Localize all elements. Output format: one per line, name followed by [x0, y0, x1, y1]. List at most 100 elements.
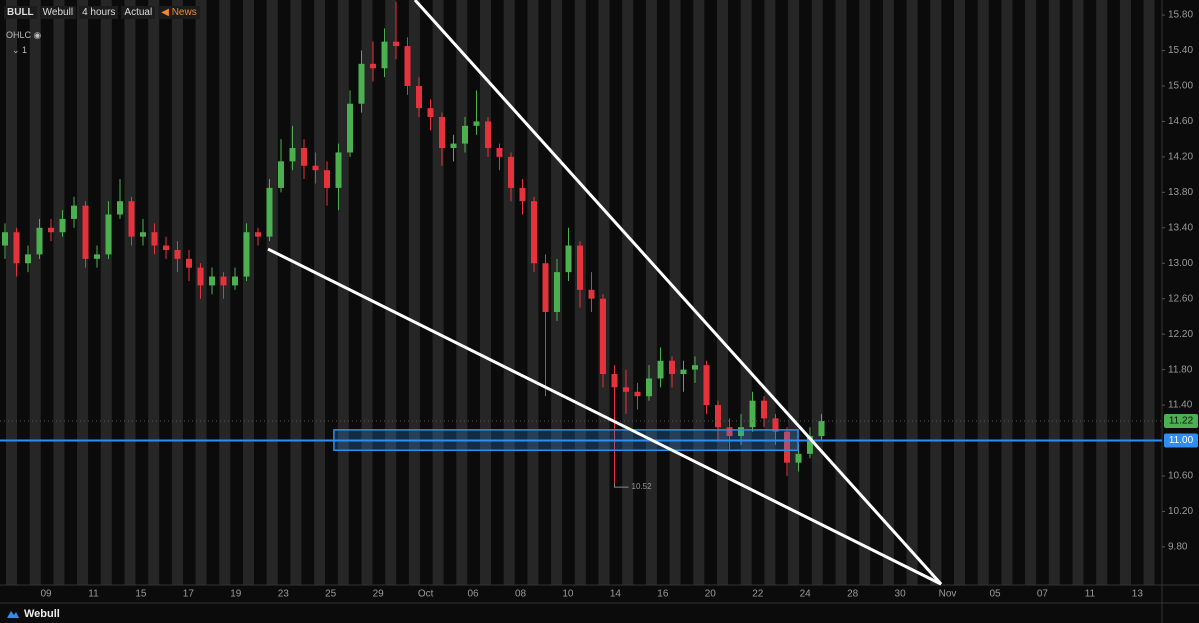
session-stripe: [859, 0, 871, 585]
candle-body: [715, 405, 721, 428]
session-stripe: [1048, 0, 1060, 585]
x-tick-label: 25: [325, 589, 337, 600]
candle-body: [94, 254, 100, 259]
candle-body: [197, 267, 204, 286]
session-stripe: [740, 0, 752, 585]
candle-body: [393, 41, 399, 47]
candle-body: [25, 254, 31, 264]
session-stripe: [1143, 0, 1155, 585]
y-tick-label: 10.20: [1168, 506, 1193, 517]
candle-body: [554, 272, 560, 312]
candle-body: [105, 214, 112, 255]
candle-body: [485, 121, 491, 149]
session-stripe: [669, 0, 681, 585]
session-stripe: [385, 0, 397, 585]
session-stripe: [906, 0, 918, 585]
candle-body: [312, 165, 319, 171]
candle-body: [71, 205, 77, 219]
candle-body: [370, 63, 376, 69]
candle-body: [427, 108, 434, 117]
candle-body: [140, 232, 146, 237]
candle-body: [577, 245, 583, 290]
candle-body: [335, 152, 342, 188]
candle-body: [13, 232, 20, 264]
session-stripe: [503, 0, 515, 585]
candle-body: [508, 156, 514, 188]
candle-body: [519, 187, 526, 202]
session-stripe: [124, 0, 136, 585]
y-tick-label: 13.80: [1168, 187, 1193, 198]
x-tick-label: Oct: [418, 589, 434, 600]
session-stripe: [788, 0, 800, 585]
candle-body: [220, 276, 227, 286]
session-stripe: [811, 0, 823, 585]
candle-body: [795, 453, 802, 463]
y-tick-label: 13.40: [1168, 222, 1193, 233]
x-tick-label: 09: [40, 589, 52, 600]
x-tick-label: 10: [562, 589, 574, 600]
y-tick-label: 14.60: [1168, 116, 1193, 127]
candle-body: [59, 218, 66, 233]
x-tick-label: 24: [800, 589, 812, 600]
y-tick-label: 11.40: [1168, 400, 1193, 411]
candle-body: [404, 46, 411, 86]
candle-body: [82, 205, 89, 259]
session-stripe: [290, 0, 302, 585]
x-tick-label: 06: [467, 589, 479, 600]
session-stripe: [480, 0, 491, 585]
session-stripe: [1119, 0, 1131, 585]
x-tick-label: 11: [88, 589, 99, 600]
candle-body: [473, 121, 480, 126]
collapse[interactable]: ⌄ 1: [12, 45, 28, 55]
candle-body: [611, 374, 618, 388]
x-tick-label: Nov: [939, 589, 957, 600]
candle-body: [703, 365, 710, 406]
candle-body: [692, 365, 698, 370]
candle-body: [174, 249, 181, 259]
candle-body: [726, 427, 733, 437]
news[interactable]: ◀ News: [158, 6, 200, 19]
session-stripe: [53, 0, 65, 585]
session-stripe: [243, 0, 254, 585]
candle-body: [738, 427, 744, 437]
candle-body: [749, 400, 756, 428]
candle-body: [36, 227, 43, 255]
candle-body: [266, 187, 273, 237]
indicator-label: OHLC: [6, 30, 32, 40]
trendline: [413, 0, 943, 586]
session-stripe: [337, 0, 349, 585]
y-tick-label: 15.80: [1168, 10, 1193, 21]
candle-body: [784, 431, 790, 463]
logo: [7, 611, 19, 618]
y-tick-label: 12.20: [1168, 329, 1193, 340]
x-tick-label: 07: [1037, 589, 1049, 600]
candle-body: [289, 148, 296, 162]
candle-body: [462, 125, 468, 144]
indicator[interactable]: OHLC ◉: [6, 30, 42, 40]
candle-body: [680, 369, 687, 375]
x-tick-label: 13: [1132, 589, 1144, 600]
session-stripe: [1001, 0, 1013, 585]
symbol[interactable]: BULL: [4, 6, 37, 19]
candle-body: [151, 232, 158, 246]
mode[interactable]: Actual: [121, 6, 156, 19]
broker: Webull: [39, 6, 77, 19]
candle-body: [657, 360, 664, 379]
session-stripe: [171, 0, 183, 585]
y-tick-label: 15.40: [1168, 45, 1193, 56]
session-stripe: [1025, 0, 1037, 585]
candle-body: [439, 117, 445, 149]
news-label: News: [171, 7, 197, 18]
session-stripe: [693, 0, 705, 585]
interval[interactable]: 4 hours: [79, 6, 119, 19]
trendline: [267, 247, 942, 586]
candle-body: [565, 245, 572, 273]
candle-body: [807, 436, 813, 454]
session-stripe: [930, 0, 942, 585]
session-stripe: [266, 0, 278, 585]
candle-body: [450, 143, 457, 149]
x-tick-label: 16: [657, 589, 669, 600]
session-stripe: [432, 0, 444, 585]
